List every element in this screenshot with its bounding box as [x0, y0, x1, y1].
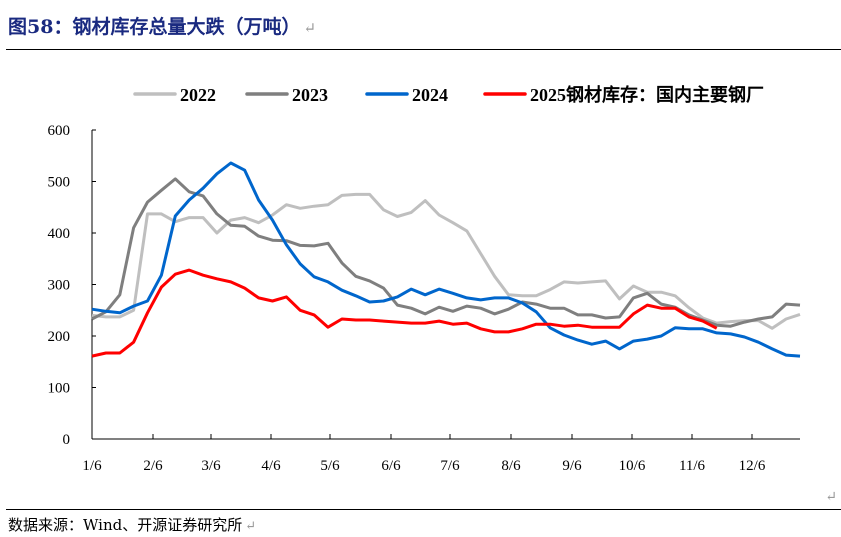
x-tick-label: 12/6: [739, 458, 766, 474]
series-line-2024: [91, 161, 801, 358]
legend-label: 2022: [180, 85, 216, 105]
series-line-2022: [91, 192, 801, 330]
axes: 0 100 200 300 400 500 600 1/6 2/6 3/6 4/6 5/6 6/6 7/6…: [48, 123, 800, 474]
y-tick-label: 500: [48, 175, 71, 191]
return-mark-icon: ↵: [825, 489, 837, 505]
x-tick-label: 9/6: [562, 458, 582, 474]
figure-title-text: 图58：钢材库存总量大跌（万吨）: [8, 16, 301, 38]
y-tick-label: 100: [48, 381, 71, 397]
footer-divider: [6, 509, 841, 510]
x-tick-label: 3/6: [201, 458, 221, 474]
legend-label: 2024: [412, 85, 448, 105]
source-note: 数据来源：Wind、开源证券研究所 ↵: [8, 514, 256, 535]
y-tick-label: 0: [63, 432, 71, 448]
legend-label: 2025钢材库存：国内主要钢厂: [530, 84, 764, 105]
series-lines: [91, 161, 801, 358]
x-tick-label: 8/6: [501, 458, 521, 474]
y-tick-label: 300: [48, 278, 71, 294]
legend: 2022 2023 2024 2025钢材库存：国内主要钢厂: [133, 84, 764, 105]
x-tick-label: 5/6: [320, 458, 340, 474]
x-tick-label: 2/6: [143, 458, 163, 474]
source-text: 数据来源：Wind、开源证券研究所: [8, 516, 243, 534]
legend-label: 2023: [292, 85, 328, 105]
y-tick-label: 200: [48, 329, 71, 345]
series-line-2023: [91, 177, 801, 328]
x-tick-label: 11/6: [679, 458, 706, 474]
x-tick-label: 1/6: [82, 458, 102, 474]
x-tick-label: 4/6: [261, 458, 281, 474]
return-mark-icon: ↵: [245, 519, 257, 534]
series-line-2025: [91, 268, 718, 358]
x-tick-label: 7/6: [440, 458, 460, 474]
return-mark-icon: ↵: [303, 19, 317, 37]
x-tick-label: 10/6: [619, 458, 646, 474]
y-tick-label: 600: [48, 123, 71, 139]
y-tick-label: 400: [48, 226, 71, 242]
title-divider: [6, 49, 841, 50]
figure-title: 图58：钢材库存总量大跌（万吨） ↵: [8, 12, 316, 39]
x-tick-label: 6/6: [381, 458, 401, 474]
